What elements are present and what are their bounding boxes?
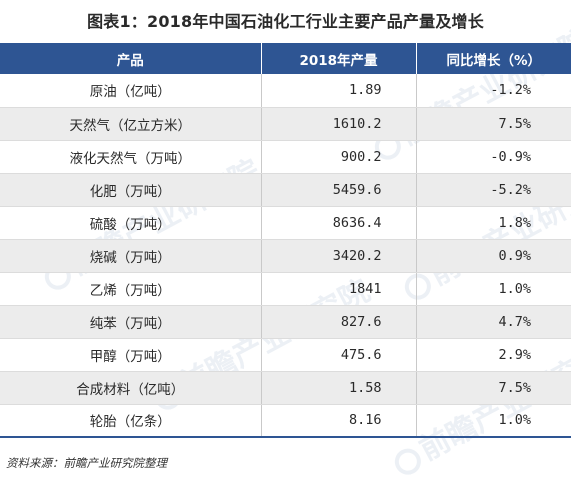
table-row: 天然气（亿立方米） 1610.2 7.5% — [0, 107, 571, 141]
cell-product: 天然气（亿立方米） — [0, 107, 262, 141]
cell-growth: -5.2% — [416, 173, 571, 207]
table-row: 轮胎（亿条） 8.16 1.0% — [0, 404, 571, 438]
cell-output: 1.89 — [261, 74, 417, 108]
cell-growth: 7.5% — [416, 371, 571, 405]
cell-growth: 4.7% — [416, 305, 571, 339]
table-row: 乙烯（万吨） 1841 1.0% — [0, 272, 571, 306]
cell-output: 1.58 — [261, 371, 417, 405]
cell-output: 8636.4 — [261, 206, 417, 240]
cell-output: 3420.2 — [261, 239, 417, 273]
cell-output: 1610.2 — [261, 107, 417, 141]
cell-product: 化肥（万吨） — [0, 173, 262, 207]
cell-output: 827.6 — [261, 305, 417, 339]
column-header-output: 2018年产量 — [261, 43, 417, 74]
cell-growth: 1.8% — [416, 206, 571, 240]
cell-growth: 0.9% — [416, 239, 571, 273]
cell-product: 乙烯（万吨） — [0, 272, 262, 306]
cell-output: 8.16 — [261, 404, 417, 438]
data-table: 产品 2018年产量 同比增长（%） 原油（亿吨） 1.89 -1.2% 天然气… — [0, 43, 571, 438]
cell-growth: -1.2% — [416, 74, 571, 108]
cell-output: 900.2 — [261, 140, 417, 174]
watermark-logo-icon — [390, 443, 426, 479]
column-header-product: 产品 — [0, 43, 262, 74]
table-row: 液化天然气（万吨） 900.2 -0.9% — [0, 140, 571, 174]
table-row: 甲醇（万吨） 475.6 2.9% — [0, 338, 571, 372]
table-header-row: 产品 2018年产量 同比增长（%） — [0, 43, 571, 74]
cell-output: 5459.6 — [261, 173, 417, 207]
table-row: 纯苯（万吨） 827.6 4.7% — [0, 305, 571, 339]
column-header-growth: 同比增长（%） — [416, 43, 571, 74]
cell-output: 1841 — [261, 272, 417, 306]
page-title: 图表1：2018年中国石油化工行业主要产品产量及增长 — [87, 12, 484, 31]
cell-growth: 1.0% — [416, 272, 571, 306]
source-note: 资料来源：前瞻产业研究院整理 — [6, 456, 167, 470]
cell-product: 合成材料（亿吨） — [0, 371, 262, 405]
cell-product: 液化天然气（万吨） — [0, 140, 262, 174]
table-row: 硫酸（万吨） 8636.4 1.8% — [0, 206, 571, 240]
cell-product: 轮胎（亿条） — [0, 404, 262, 438]
cell-growth: 7.5% — [416, 107, 571, 141]
table-row: 化肥（万吨） 5459.6 -5.2% — [0, 173, 571, 207]
cell-product: 纯苯（万吨） — [0, 305, 262, 339]
cell-product: 甲醇（万吨） — [0, 338, 262, 372]
cell-product: 烧碱（万吨） — [0, 239, 262, 273]
table-row: 合成材料（亿吨） 1.58 7.5% — [0, 371, 571, 405]
cell-growth: 1.0% — [416, 404, 571, 438]
cell-growth: 2.9% — [416, 338, 571, 372]
cell-product: 原油（亿吨） — [0, 74, 262, 108]
cell-product: 硫酸（万吨） — [0, 206, 262, 240]
cell-output: 475.6 — [261, 338, 417, 372]
cell-growth: -0.9% — [416, 140, 571, 174]
table-row: 烧碱（万吨） 3420.2 0.9% — [0, 239, 571, 273]
table-row: 原油（亿吨） 1.89 -1.2% — [0, 74, 571, 108]
